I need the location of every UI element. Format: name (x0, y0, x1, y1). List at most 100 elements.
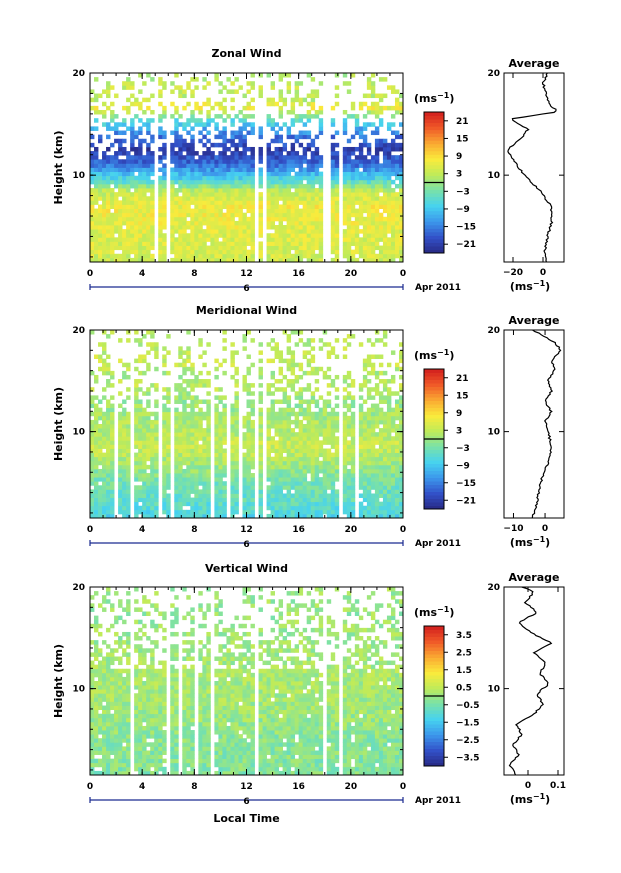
heatmap-cell (286, 362, 292, 368)
heatmap-cell (250, 473, 255, 478)
heatmap-cell (138, 497, 143, 503)
heatmap-cell (138, 354, 143, 360)
colorbar-unit-text: (ms (414, 349, 437, 362)
heatmap-cell (222, 97, 227, 103)
heatmap-cell (146, 350, 151, 355)
heatmap-cell (206, 497, 211, 503)
heatmap-cell (302, 97, 308, 103)
heatmap-cell (146, 167, 151, 173)
heatmap-cell (386, 151, 392, 156)
heatmap-cell (258, 89, 263, 94)
heatmap-cell (386, 159, 392, 164)
heatmap-cell (294, 477, 300, 482)
heatmap-cell (302, 460, 308, 466)
heatmap-cell (394, 440, 400, 445)
heatmap-cell (222, 233, 227, 238)
heatmap-cell (198, 399, 203, 404)
heatmap-cell (278, 253, 284, 259)
heatmap-cell (138, 241, 143, 246)
heatmap-cell (362, 138, 368, 144)
heatmap-cell (250, 163, 255, 168)
heatmap-cell (370, 245, 376, 251)
heatmap-cell (310, 159, 316, 164)
heatmap-cell (202, 379, 207, 384)
heatmap-cell (310, 501, 316, 507)
heatmap-cell (238, 118, 243, 123)
heatmap-cell (370, 249, 376, 255)
heatmap-cell (154, 436, 159, 441)
heatmap-cell (194, 159, 199, 164)
heatmap-cell (106, 155, 111, 160)
heatmap-cell (330, 419, 336, 425)
heatmap-cell (162, 179, 167, 185)
heatmap-cell (142, 212, 147, 218)
heatmap-cell (134, 452, 139, 458)
heatmap-cell (186, 233, 191, 238)
heatmap-cell (394, 130, 400, 136)
heatmap-cell (102, 171, 107, 177)
heatmap-cell (198, 370, 203, 376)
heatmap-cell (190, 175, 195, 181)
heatmap-cell (154, 513, 159, 519)
heatmap-cell (106, 241, 111, 246)
colorbar-segment (424, 488, 444, 492)
heatmap-cell (194, 481, 199, 486)
heatmap-cell (326, 415, 332, 421)
heatmap-cell (294, 241, 300, 246)
heatmap-cell (202, 448, 207, 454)
heatmap-cell (202, 440, 207, 445)
heatmap-cell (190, 89, 195, 94)
heatmap-cell (222, 464, 227, 470)
heatmap-cell (374, 175, 380, 181)
heatmap-cell (306, 456, 312, 462)
heatmap-cell (270, 163, 275, 168)
heatmap-cell (118, 225, 123, 230)
heatmap-cell (198, 183, 203, 189)
heatmap-cell (370, 93, 376, 99)
heatmap-cell (278, 444, 284, 449)
heatmap-cell (150, 155, 155, 160)
heatmap-cell (270, 200, 275, 205)
heatmap-cell (274, 354, 279, 360)
heatmap-cell (106, 196, 111, 201)
heatmap-cell (210, 159, 215, 164)
heatmap-cell (98, 245, 103, 251)
heatmap-cell (342, 155, 348, 160)
heatmap-cell (342, 509, 348, 515)
heatmap-cell (90, 241, 95, 246)
heatmap-cell (174, 501, 179, 507)
heatmap-cell (370, 167, 376, 173)
heatmap-cell (90, 253, 95, 259)
heatmap-cell (126, 513, 131, 519)
heatmap-cell (110, 163, 115, 168)
heatmap-cell (126, 229, 131, 234)
heatmap-cell (106, 493, 111, 498)
heatmap-cell (126, 415, 131, 421)
heatmap-cell (278, 151, 284, 156)
heatmap-cell (306, 493, 312, 498)
heatmap-cell (330, 167, 336, 173)
heatmap-cell (234, 233, 239, 238)
heatmap-cell (346, 473, 352, 478)
heatmap-cell (90, 762, 95, 768)
heatmap-cell (146, 142, 151, 148)
heatmap-cell (390, 85, 396, 90)
heatmap-cell (218, 473, 223, 478)
heatmap-cell (118, 456, 123, 462)
heatmap-cell (394, 513, 400, 519)
heatmap-cell (310, 171, 316, 177)
heatmap-cell (398, 257, 404, 263)
heatmap-cell (386, 419, 392, 425)
heatmap-cell (154, 411, 159, 417)
heatmap-cell (154, 432, 159, 437)
heatmap-cell (310, 399, 316, 404)
heatmap-cell (206, 383, 211, 388)
heatmap-cell (190, 241, 195, 246)
heatmap-cell (206, 501, 211, 507)
heatmap-cell (306, 513, 312, 519)
heatmap-cell (90, 444, 95, 449)
heatmap-cell (94, 216, 99, 222)
heatmap-cell (382, 513, 388, 519)
heatmap-cell (138, 456, 143, 462)
